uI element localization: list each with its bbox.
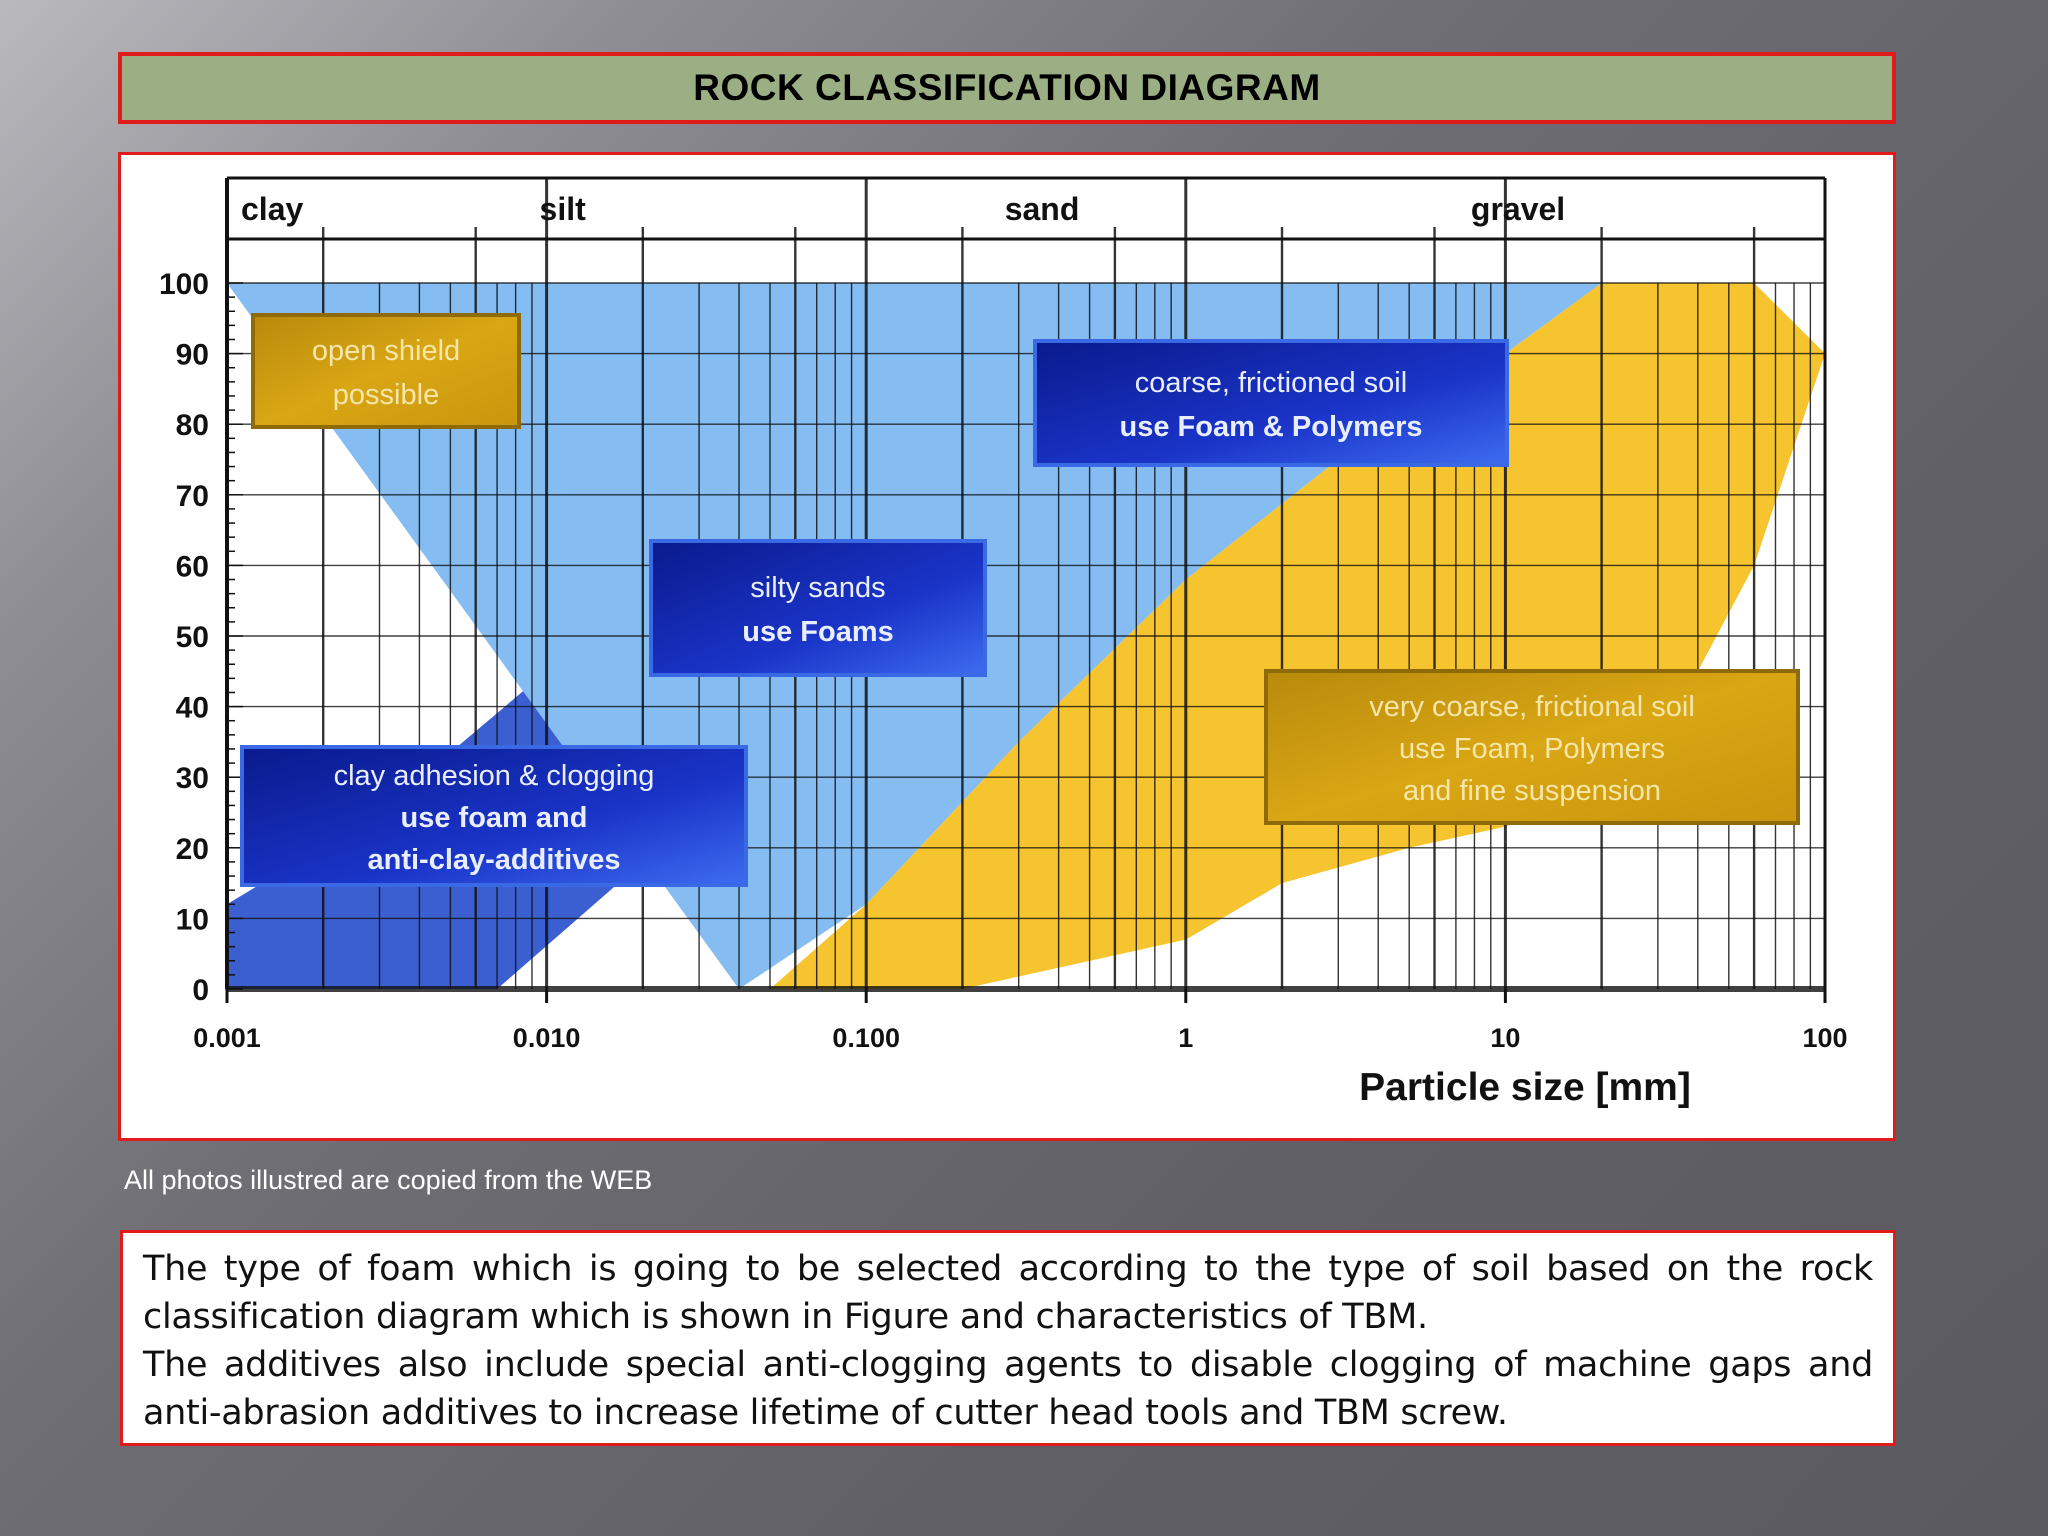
x-tick-label: 0.001 [193,1023,261,1053]
annotation-text: use Foam, Polymers [1399,733,1665,765]
annotation-box [1264,669,1800,825]
photo-credit: All photos illustred are copied from the… [124,1165,653,1195]
x-tick-label: 0.010 [513,1023,581,1053]
annotation-text: use Foams [742,616,894,648]
annotation-text: very coarse, frictional soil [1369,691,1695,723]
soil-class-label: silt [540,191,587,227]
y-tick-label: 20 [176,833,209,866]
annotation-box [251,313,521,429]
annotation-text: open shield [312,335,460,367]
annotation-text: and fine suspension [1403,775,1661,807]
soil-class-label: sand [1005,191,1080,227]
annotation-text: anti-clay-additives [367,844,620,876]
y-tick-label: 100 [159,268,209,301]
annotation-text: possible [333,379,439,411]
y-tick-label: 70 [176,480,209,513]
x-tick-label: 10 [1490,1023,1520,1053]
x-tick-label: 100 [1802,1023,1847,1053]
soil-class-label: clay [241,191,303,227]
y-tick-label: 60 [176,550,209,583]
description-paragraph-1: The type of foam which is going to be se… [143,1249,1873,1337]
annotation-box [649,539,987,677]
rock-classification-chart: clay silt sand gravel0102030405060708090100… [159,176,1848,1109]
slide-title-box: ROCK CLASSIFICATION DIAGRAM [118,52,1896,124]
annotation-text: use Foam & Polymers [1120,411,1423,443]
annotation-text: use foam and [401,802,588,834]
slide-title: ROCK CLASSIFICATION DIAGRAM [693,67,1321,108]
y-tick-label: 30 [176,762,209,795]
y-tick-label: 10 [176,903,209,936]
annotation-box [240,745,748,887]
annotation-text: clay adhesion & clogging [334,760,655,792]
annotation-text: silty sands [750,572,885,604]
annotation-text: coarse, frictioned soil [1135,367,1407,399]
chart-frame: clay silt sand gravel 0 10 20 30 40 50 60 70 80 90 100… [118,152,1896,1141]
description-box: The type of foam which is going to be se… [120,1230,1896,1446]
y-tick-label: 0 [192,974,209,1007]
description-paragraph-2: The additives also include special anti-… [143,1345,1873,1433]
soil-class-label: gravel [1471,191,1565,227]
y-tick-label: 40 [176,692,209,725]
x-tick-label: 0.100 [832,1023,900,1053]
y-tick-label: 90 [176,339,209,372]
x-tick-label: 1 [1178,1023,1193,1053]
annotation-box [1033,339,1509,467]
y-tick-label: 50 [176,621,209,654]
y-tick-label: 80 [176,409,209,442]
x-axis-label: Particle size [mm] [1359,1066,1691,1109]
